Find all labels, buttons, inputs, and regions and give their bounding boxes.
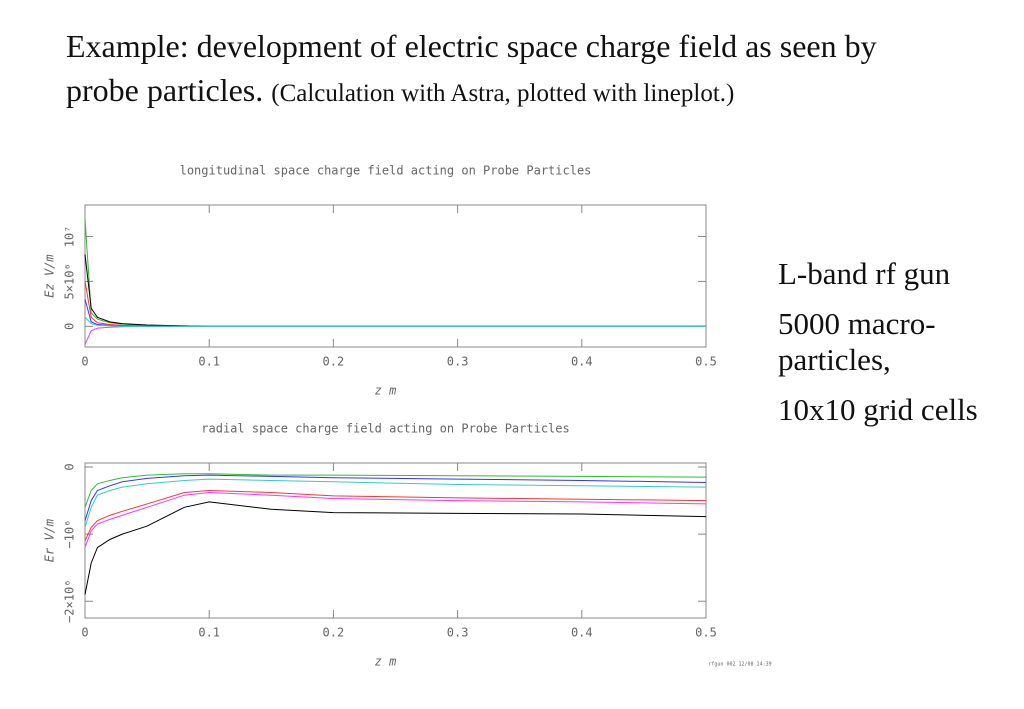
y-tick-label: −10⁶ — [63, 520, 77, 549]
x-axis-label: z m — [375, 655, 397, 669]
x-tick-label: 0.2 — [323, 355, 345, 369]
data-line — [84, 501, 707, 595]
y-axis-label: Er V/m — [43, 519, 57, 562]
data-line — [84, 254, 706, 327]
footer-stamp: rfgun 002 12/08 14:39 — [708, 662, 771, 668]
data-line — [84, 474, 707, 521]
y-axis-label: Ez V/m — [43, 254, 57, 297]
data-line — [84, 281, 706, 327]
chart-title: longitudinal space charge field acting o… — [180, 164, 592, 178]
x-tick-label: 0.4 — [571, 355, 593, 369]
data-line — [84, 218, 706, 327]
y-tick-label: 0 — [63, 323, 77, 330]
y-tick-label: −2×10⁶ — [63, 580, 77, 623]
data-line — [84, 490, 707, 542]
x-tick-label: 0.1 — [198, 355, 220, 369]
x-tick-label: 0.3 — [447, 626, 469, 640]
x-tick-label: 0.1 — [198, 626, 220, 640]
y-tick-label: 10⁷ — [63, 226, 77, 248]
x-tick-label: 0 — [81, 355, 88, 369]
y-tick-label: 5×10⁶ — [63, 263, 77, 299]
note: L-band rf gun — [778, 256, 951, 291]
notes: L-band rf gun 5000 macro-particles, 10x1… — [778, 256, 1008, 442]
data-line — [84, 478, 707, 528]
title-main: Example: development of electric space c… — [66, 28, 877, 108]
x-tick-label: 0.5 — [695, 626, 717, 640]
y-tick-label: 0 — [63, 463, 77, 470]
x-tick-label: 0.3 — [447, 355, 469, 369]
x-tick-label: 0.5 — [695, 355, 717, 369]
note: 10x10 grid cells — [778, 392, 978, 427]
plot-frame — [84, 204, 707, 348]
slide-title: Example: development of electric space c… — [66, 24, 896, 116]
x-tick-label: 0.2 — [323, 626, 345, 640]
note: 5000 macro-particles, — [778, 306, 936, 377]
data-line — [84, 325, 706, 345]
chart-title: radial space charge field acting on Prob… — [201, 422, 569, 436]
x-axis-label: z m — [375, 384, 397, 398]
x-tick-label: 0.4 — [571, 626, 593, 640]
data-line — [84, 473, 707, 508]
data-line — [84, 316, 706, 327]
x-tick-label: 0 — [81, 626, 88, 640]
data-line — [84, 299, 706, 327]
title-note: (Calculation with Astra, plotted with li… — [271, 80, 735, 107]
data-line — [84, 492, 707, 548]
